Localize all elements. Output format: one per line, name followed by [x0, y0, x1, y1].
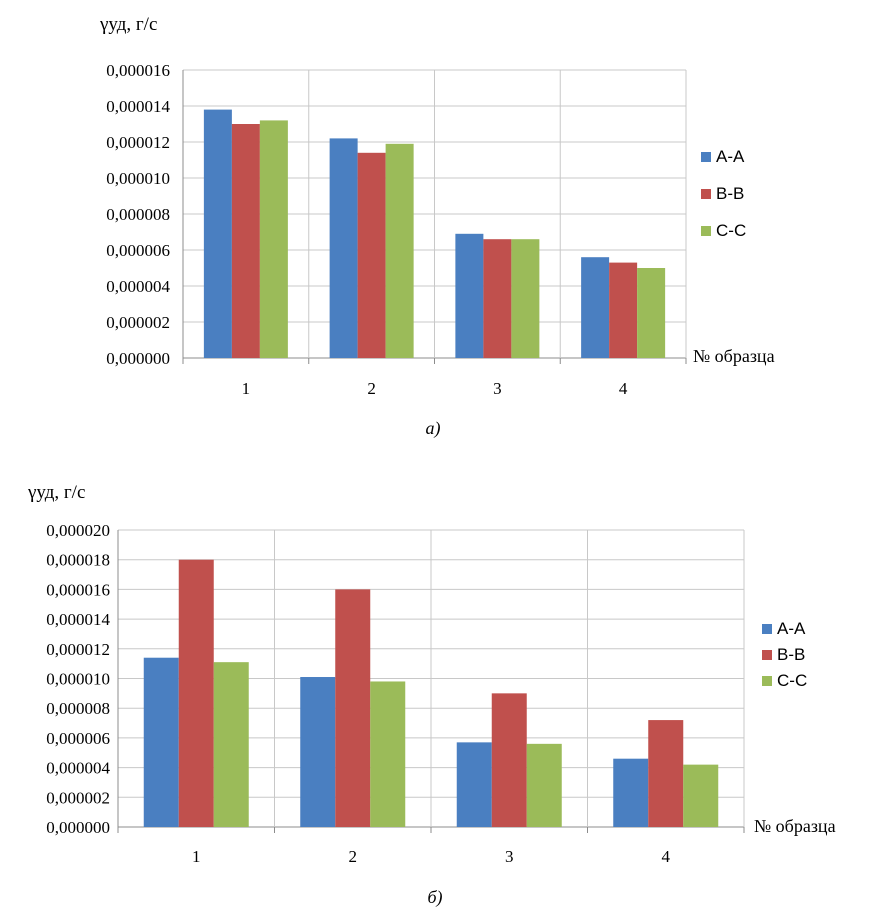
- bar-C-C-1: [259, 120, 288, 359]
- bar-A-A-4: [613, 758, 649, 827]
- bar-C-C-2: [370, 681, 406, 827]
- y-tick-label: 0,000012: [106, 133, 170, 152]
- y-axis-label: γуд, г/с: [27, 482, 85, 503]
- y-tick-label: 0,000016: [106, 61, 170, 80]
- y-tick-label: 0,000002: [46, 788, 110, 807]
- legend-label: B-B: [716, 184, 744, 203]
- y-tick-label: 0,000016: [46, 580, 110, 599]
- x-tick-label: 2: [367, 379, 376, 398]
- bar-C-C-4: [637, 268, 666, 358]
- chart-caption: а): [426, 418, 441, 439]
- y-tick-label: 0,000012: [46, 640, 110, 659]
- legend-label: C-C: [716, 221, 746, 240]
- y-tick-label: 0,000014: [106, 97, 170, 116]
- bar-C-C-3: [526, 743, 562, 827]
- x-tick-label: 1: [242, 379, 251, 398]
- x-tick-label: 1: [192, 847, 201, 866]
- y-tick-label: 0,000018: [46, 551, 110, 570]
- legend-swatch: [701, 226, 711, 236]
- x-axis-label: № образца: [754, 816, 836, 836]
- y-tick-label: 0,000000: [46, 818, 110, 837]
- legend-label: C-C: [777, 671, 807, 690]
- bar-A-A-3: [455, 233, 484, 358]
- bar-B-B-1: [178, 559, 214, 827]
- y-tick-label: 0,000008: [46, 699, 110, 718]
- bar-B-B-1: [231, 124, 260, 358]
- legend-swatch: [701, 189, 711, 199]
- x-axis-label: № образца: [693, 346, 775, 366]
- x-tick-label: 4: [662, 847, 671, 866]
- bar-C-C-3: [511, 239, 540, 358]
- x-tick-label: 4: [619, 379, 628, 398]
- bar-C-C-2: [385, 143, 414, 358]
- bar-B-B-2: [335, 589, 371, 827]
- y-axis-label: γуд, г/с: [99, 14, 157, 35]
- legend-swatch: [762, 650, 772, 660]
- bar-A-A-4: [581, 257, 610, 358]
- y-tick-label: 0,000000: [106, 349, 170, 368]
- y-tick-label: 0,000010: [46, 670, 110, 689]
- legend-label: A-A: [777, 619, 806, 638]
- bar-C-C-1: [213, 662, 249, 827]
- bar-B-B-2: [357, 152, 386, 358]
- y-tick-label: 0,000004: [106, 277, 170, 296]
- y-tick-label: 0,000008: [106, 205, 170, 224]
- y-tick-label: 0,000014: [46, 610, 110, 629]
- x-tick-label: 3: [493, 379, 502, 398]
- legend-swatch: [701, 152, 711, 162]
- y-tick-label: 0,000006: [46, 729, 110, 748]
- chart-b: 0,000000 0,000002 0,000004 0,000006 0,000008…: [27, 482, 836, 908]
- chart-a: 0,000000 0,000002 0,000004 0,000006 0,000008…: [99, 14, 775, 439]
- bar-C-C-4: [683, 764, 719, 827]
- bar-A-A-2: [300, 677, 336, 827]
- bar-B-B-4: [609, 262, 638, 358]
- chart-caption: б): [427, 887, 442, 908]
- legend-swatch: [762, 676, 772, 686]
- legend-label: A-A: [716, 147, 745, 166]
- x-tick-label: 3: [505, 847, 514, 866]
- y-tick-label: 0,000004: [46, 759, 110, 778]
- legend-swatch: [762, 624, 772, 634]
- y-tick-label: 0,000010: [106, 169, 170, 188]
- bar-A-A-2: [329, 138, 358, 358]
- legend-label: B-B: [777, 645, 805, 664]
- bar-B-B-4: [648, 720, 684, 827]
- bar-A-A-1: [203, 109, 232, 358]
- y-tick-label: 0,000020: [46, 521, 110, 540]
- x-tick-label: 2: [349, 847, 358, 866]
- bar-B-B-3: [483, 239, 512, 358]
- y-tick-label: 0,000002: [106, 313, 170, 332]
- y-tick-label: 0,000006: [106, 241, 170, 260]
- bar-B-B-3: [491, 693, 527, 827]
- bar-A-A-1: [143, 657, 179, 827]
- bar-A-A-3: [456, 742, 492, 827]
